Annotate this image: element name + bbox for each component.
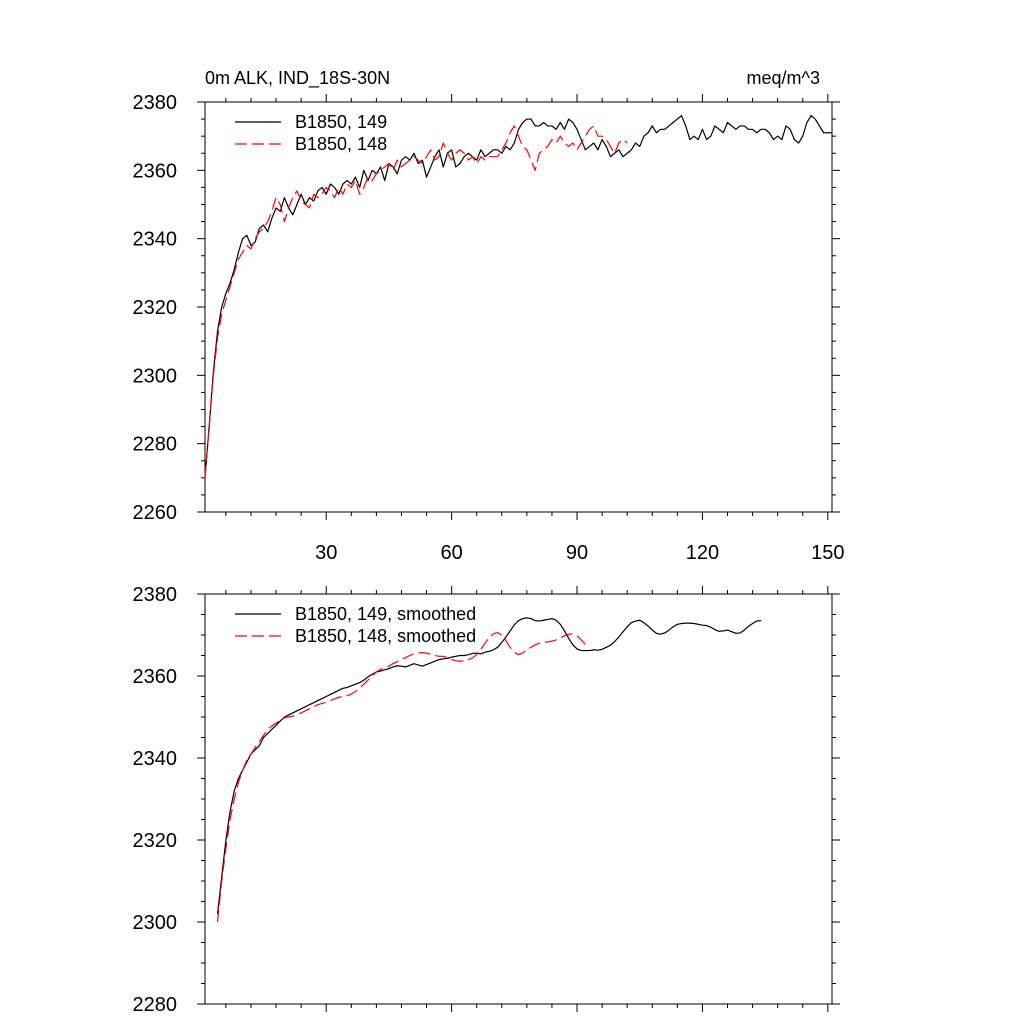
top-series-line-1	[204, 115, 832, 478]
bottom-plot-border	[204, 593, 833, 1005]
chart-title-left: 0m ALK, IND_18S-30N	[205, 68, 390, 89]
bottom-legend-label-2: B1850, 148, smoothed	[295, 626, 476, 646]
top-x-axis: 30 60 90 120 150	[225, 94, 845, 564]
bottom-legend-label-1: B1850, 149, smoothed	[295, 604, 476, 624]
top-legend-label-1: B1850, 149	[295, 112, 387, 132]
bottom-y-tick-label: 2340	[133, 748, 178, 770]
bottom-x-axis	[225, 586, 829, 1012]
bottom-y-tick-label: 2320	[133, 830, 178, 852]
top-plot-frame	[204, 101, 833, 513]
bottom-plot-frame	[204, 593, 833, 1005]
bottom-y-axis: 2280 2300 2320 2340 2360 2380	[133, 584, 840, 1016]
chart-units-label: meq/m^3	[747, 68, 820, 88]
top-series	[204, 115, 832, 478]
bottom-series-line-2	[216, 631, 586, 923]
top-x-tick-label: 60	[440, 542, 462, 564]
top-series-line-2	[204, 125, 628, 478]
bottom-panel: 2280 2300 2320 2340 2360 2380 B1850, 149, smo…	[133, 584, 840, 1016]
top-y-tick-label: 2340	[133, 229, 178, 251]
bottom-series	[216, 617, 761, 923]
top-legend-label-2: B1850, 148	[295, 134, 387, 154]
top-x-tick-label: 120	[686, 542, 719, 564]
top-y-tick-label: 2280	[133, 434, 178, 456]
top-x-tick-label: 30	[315, 542, 337, 564]
top-y-axis: 2260 2280 2300 2320 2340 2360 2380	[133, 92, 840, 524]
top-plot-border	[204, 101, 833, 513]
bottom-y-tick-label: 2360	[133, 666, 178, 688]
top-y-tick-label: 2320	[133, 297, 178, 319]
top-y-tick-label: 2360	[133, 160, 178, 182]
bottom-y-tick-label: 2300	[133, 912, 178, 934]
top-y-tick-label: 2260	[133, 502, 178, 524]
top-x-tick-label: 150	[811, 542, 844, 564]
bottom-y-tick-label: 2380	[133, 584, 178, 606]
bottom-y-tick-label: 2280	[133, 994, 178, 1016]
top-panel: 2260 2280 2300 2320 2340 2360 2380 30 60 90 120 15…	[133, 92, 845, 564]
top-y-tick-label: 2300	[133, 365, 178, 387]
bottom-series-line-1	[216, 617, 761, 914]
top-x-tick-label: 90	[566, 542, 588, 564]
top-y-tick-label: 2380	[133, 92, 178, 114]
